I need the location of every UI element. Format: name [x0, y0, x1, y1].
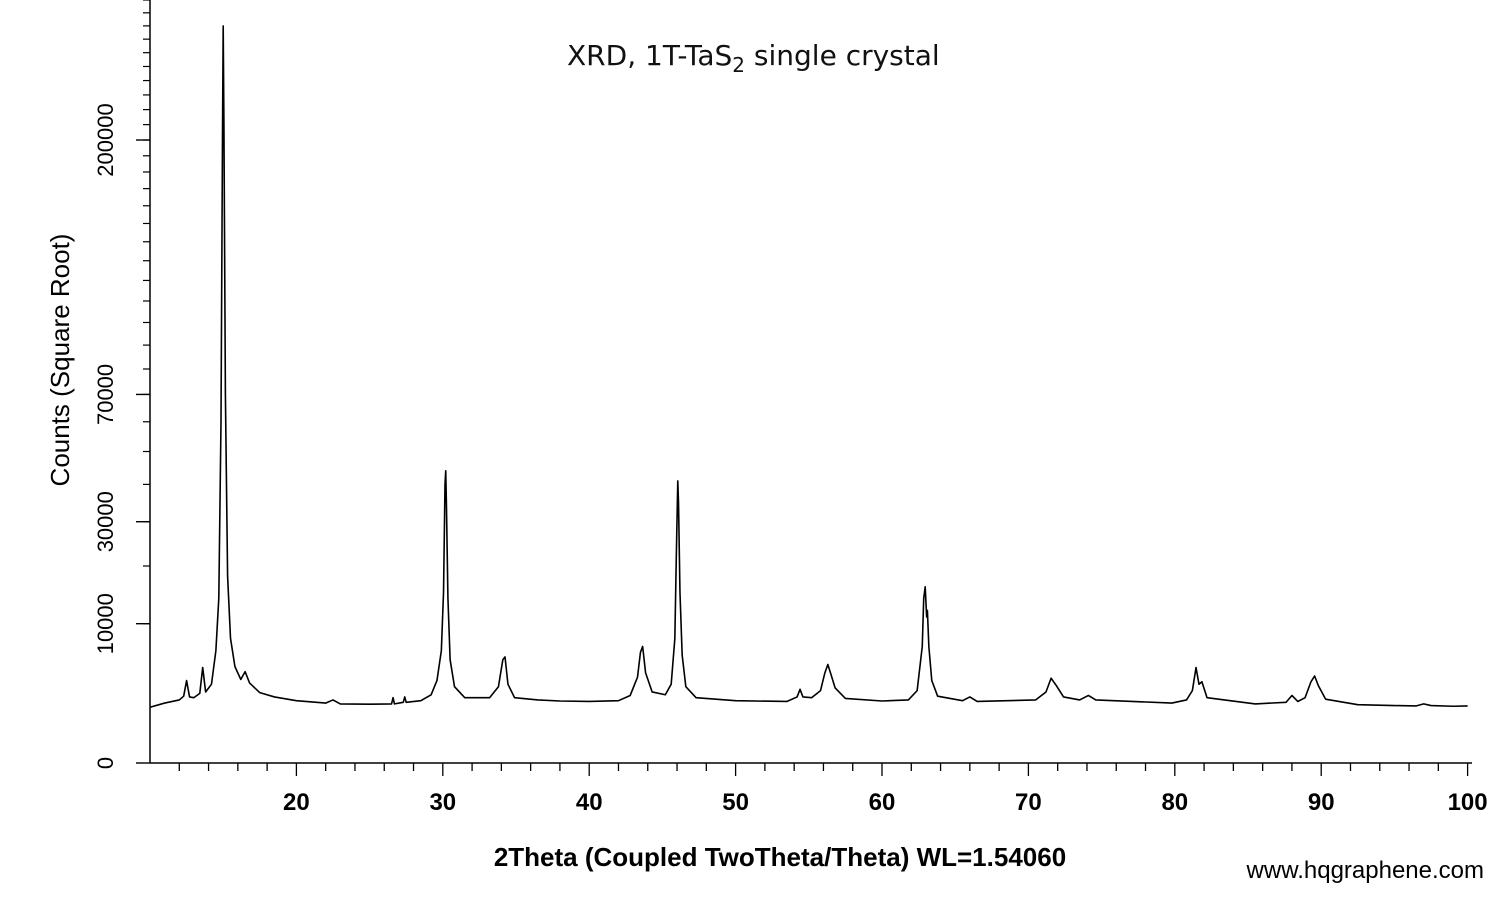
- x-tick-label: 50: [722, 789, 749, 816]
- y-axis: 0 10000 30000 70000 200000: [93, 0, 151, 769]
- y-tick-label: 70000: [93, 364, 118, 425]
- x-tick-label: 30: [429, 789, 456, 816]
- x-tick-label: 100: [1448, 789, 1488, 816]
- x-tick-label: 80: [1161, 789, 1188, 816]
- chart-title: XRD, 1T-TaS2 single crystal: [567, 39, 940, 77]
- x-tick-label: 90: [1308, 789, 1335, 816]
- x-axis: 20 30 40 50 60 70 80 90 100: [150, 762, 1488, 816]
- y-axis-label: Counts (Square Root): [45, 234, 75, 487]
- y-tick-label: 200000: [93, 103, 118, 176]
- x-tick-label: 60: [869, 789, 896, 816]
- series-line: [149, 25, 1468, 709]
- x-tick-label: 40: [576, 789, 603, 816]
- x-tick-label: 20: [283, 789, 310, 816]
- y-tick-label: 0: [93, 757, 118, 769]
- y-tick-label: 30000: [93, 491, 118, 552]
- x-axis-label: 2Theta (Coupled TwoTheta/Theta) WL=1.540…: [494, 842, 1066, 872]
- x-tick-label: 70: [1015, 789, 1042, 816]
- y-tick-label: 10000: [93, 593, 118, 654]
- watermark: www.hqgraphene.com: [1246, 857, 1484, 884]
